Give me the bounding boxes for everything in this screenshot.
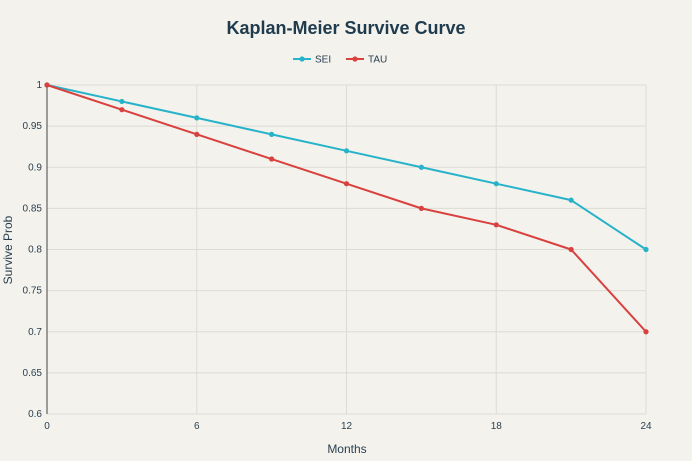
data-point-tau	[194, 131, 200, 137]
x-tick-label: 12	[341, 421, 353, 432]
legend-label: SEI	[315, 55, 331, 66]
data-point-sei	[194, 115, 200, 121]
y-tick-label: 0.9	[28, 162, 42, 173]
legend-item-sei[interactable]: SEI	[293, 55, 331, 66]
y-tick-label: 0.7	[28, 327, 42, 338]
legend-swatch-marker	[299, 56, 305, 62]
ticks: 0.6 0.65 0.7 0.75 0.8 0.85 0.9 0.95 1 0 6 12 18 24	[23, 80, 652, 432]
legend-swatch-marker	[352, 56, 358, 62]
data-point-tau	[269, 156, 275, 162]
data-point-tau	[44, 82, 50, 88]
x-tick-label: 0	[44, 421, 50, 432]
data-point-sei	[119, 98, 125, 105]
series-layer	[44, 82, 649, 335]
legend-item-tau[interactable]: TAU	[346, 55, 387, 66]
data-point-tau	[119, 107, 125, 113]
y-tick-label: 0.75	[23, 286, 43, 297]
x-tick-label: 18	[491, 421, 503, 432]
y-tick-label: 0.95	[23, 121, 43, 132]
data-point-tau	[493, 222, 499, 228]
x-tick-label: 6	[194, 421, 200, 432]
x-axis-label: Months	[327, 442, 366, 456]
y-axis-label: Survive Prob	[1, 215, 15, 284]
data-point-sei	[643, 246, 649, 253]
y-tick-label: 0.8	[28, 245, 42, 256]
data-point-tau	[568, 246, 574, 253]
x-tick-label: 24	[640, 421, 652, 432]
y-tick-label: 0.85	[23, 203, 43, 214]
grid	[46, 84, 647, 415]
data-point-sei	[343, 148, 350, 154]
legend-label: TAU	[368, 55, 387, 66]
data-point-tau	[343, 181, 350, 187]
y-tick-label: 0.6	[28, 409, 42, 420]
data-point-sei	[568, 197, 574, 203]
data-point-tau	[643, 329, 649, 335]
legend: SEI TAU	[293, 55, 387, 66]
data-point-sei	[493, 181, 499, 187]
chart-title: Kaplan-Meier Survive Curve	[226, 18, 465, 38]
data-point-sei	[418, 164, 424, 170]
data-point-sei	[269, 131, 275, 137]
data-point-tau	[418, 205, 424, 211]
y-tick-label: 0.65	[23, 368, 43, 379]
y-tick-label: 1	[36, 80, 42, 91]
